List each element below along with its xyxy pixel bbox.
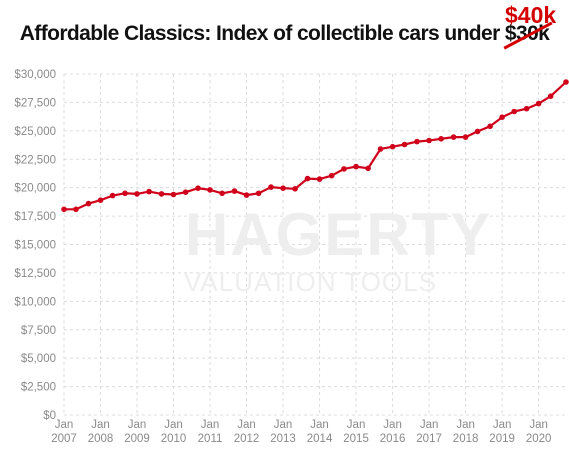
data-point xyxy=(207,187,213,193)
data-point xyxy=(499,114,505,120)
data-point xyxy=(243,192,250,198)
watermark-tagline: VALUATION TOOLS xyxy=(184,267,437,297)
data-point xyxy=(523,105,530,112)
data-point xyxy=(73,206,79,213)
data-point xyxy=(547,93,554,99)
data-point xyxy=(474,128,481,135)
gridlines xyxy=(63,73,566,416)
y-tick-label: $7,500 xyxy=(21,325,56,337)
data-point xyxy=(414,138,420,145)
y-tick-label: $20,000 xyxy=(14,183,56,195)
x-tick-year: 2015 xyxy=(343,433,369,445)
y-tick-label: $27,500 xyxy=(14,97,56,109)
data-point xyxy=(231,188,238,194)
watermark: HAGERTY ® VALUATION TOOLS xyxy=(184,201,492,297)
data-point xyxy=(304,175,311,182)
x-tick-month: Jan xyxy=(55,419,74,431)
data-point xyxy=(182,189,189,195)
x-tick-year: 2017 xyxy=(416,433,442,445)
x-tick-month: Jan xyxy=(456,419,475,431)
x-tick-year: 2019 xyxy=(489,433,515,445)
data-point xyxy=(487,123,493,130)
data-point xyxy=(377,146,384,152)
data-point xyxy=(219,190,225,197)
struck-price: $30k xyxy=(504,22,550,45)
x-tick-month: Jan xyxy=(493,419,512,431)
x-tick-month: Jan xyxy=(128,419,147,431)
x-tick-month: Jan xyxy=(383,419,402,431)
data-point xyxy=(158,191,165,197)
chart-title-prefix: Affordable Classics: Index of collectibl… xyxy=(19,22,505,45)
watermark-registered: ® xyxy=(422,216,432,231)
data-point xyxy=(97,197,104,203)
data-point xyxy=(353,163,359,170)
data-point xyxy=(401,141,408,148)
data-point xyxy=(341,166,347,172)
data-point xyxy=(365,165,371,172)
data-point xyxy=(292,186,298,192)
x-tick-year: 2020 xyxy=(526,433,552,445)
y-tick-label: $22,500 xyxy=(14,154,56,166)
data-point xyxy=(85,200,92,207)
data-point xyxy=(122,190,128,197)
x-tick-year: 2014 xyxy=(307,433,333,445)
data-point xyxy=(146,188,152,195)
y-tick-label: $5,000 xyxy=(21,353,56,365)
data-point xyxy=(426,137,432,144)
y-tick-label: $2,500 xyxy=(21,382,56,394)
x-tick-year: 2009 xyxy=(124,433,150,445)
x-tick-month: Jan xyxy=(347,419,366,431)
data-point xyxy=(316,176,323,182)
y-tick-label: $0 xyxy=(43,410,56,422)
data-point xyxy=(170,191,177,198)
data-point xyxy=(195,185,201,191)
data-point xyxy=(389,143,396,150)
x-tick-month: Jan xyxy=(201,419,220,431)
x-tick-year: 2011 xyxy=(198,433,223,445)
x-tick-month: Jan xyxy=(274,419,293,431)
data-point xyxy=(563,79,569,85)
y-tick-label: $15,000 xyxy=(14,240,56,252)
x-tick-year: 2008 xyxy=(88,433,114,445)
x-tick-month: Jan xyxy=(310,419,329,431)
chart-title: Affordable Classics: Index of collectibl… xyxy=(0,22,569,46)
y-tick-label: $25,000 xyxy=(14,126,56,138)
x-tick-month: Jan xyxy=(420,419,439,431)
data-point xyxy=(255,190,262,197)
data-point xyxy=(280,185,286,191)
x-tick-month: Jan xyxy=(237,419,256,431)
y-axis: $0 $2,500 $5,000 $7,500 $10,000 $12,500 $15,00… xyxy=(14,69,56,422)
x-tick-year: 2018 xyxy=(453,433,479,445)
data-point xyxy=(535,100,542,107)
data-point xyxy=(61,206,67,213)
data-point xyxy=(462,134,469,140)
watermark-brand: HAGERTY xyxy=(185,201,492,268)
data-point xyxy=(109,192,116,199)
y-tick-label: $30,000 xyxy=(14,69,56,81)
x-axis: Jan 2007 Jan 2008 Jan 2009 Jan 2010 Jan 2011 Jan 20… xyxy=(51,419,551,445)
x-tick-year: 2007 xyxy=(51,433,77,445)
x-tick-year: 2010 xyxy=(161,433,187,445)
data-point xyxy=(134,191,140,197)
data-point xyxy=(511,108,517,115)
data-point xyxy=(268,184,274,190)
y-tick-label: $10,000 xyxy=(14,296,56,308)
series-group xyxy=(61,79,569,213)
y-tick-label: $12,500 xyxy=(14,268,56,280)
series-line xyxy=(64,81,567,211)
x-tick-year: 2013 xyxy=(270,433,296,445)
x-tick-month: Jan xyxy=(164,419,183,431)
y-tick-label: $17,500 xyxy=(14,211,56,223)
data-point xyxy=(328,172,335,179)
x-tick-month: Jan xyxy=(529,419,548,431)
x-tick-month: Jan xyxy=(91,419,110,431)
corrected-price-annotation: $40k xyxy=(505,2,557,28)
data-point xyxy=(438,136,444,142)
x-tick-year: 2012 xyxy=(234,433,260,445)
x-tick-year: 2016 xyxy=(380,433,406,445)
data-point xyxy=(450,134,457,140)
